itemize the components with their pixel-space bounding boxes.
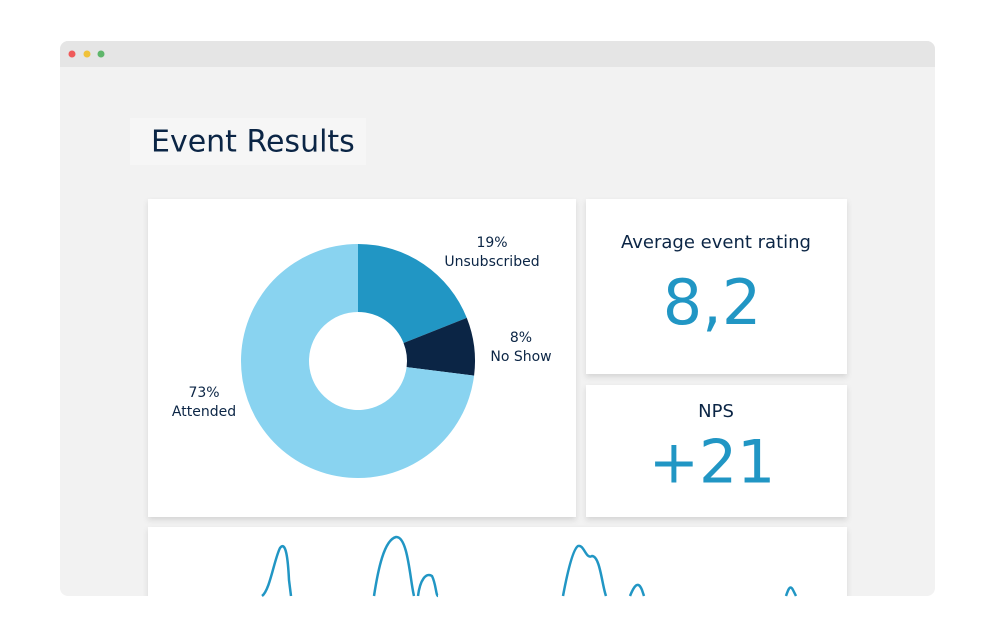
- segment-label: No Show: [490, 349, 551, 365]
- segment-label: Unsubscribed: [444, 254, 539, 270]
- value-label: 19%: [476, 235, 507, 251]
- card-label: NPS: [698, 401, 734, 422]
- card-value: 8,2: [663, 266, 762, 339]
- close-dot[interactable]: [68, 50, 76, 58]
- value-label: 73%: [188, 385, 219, 401]
- card-value: +21: [649, 428, 776, 498]
- donut-segment: [358, 244, 467, 343]
- donut-segment: [241, 244, 475, 479]
- donut-segment: [403, 317, 475, 376]
- page-bottom: [0, 596, 997, 631]
- title-box: [130, 118, 366, 165]
- segment-label: Attended: [172, 404, 236, 420]
- trend-card: [148, 527, 847, 607]
- minimize-dot[interactable]: [83, 50, 91, 58]
- trend-line: [261, 535, 798, 598]
- page-title: Event Results: [151, 125, 355, 160]
- card-label: Average event rating: [621, 232, 811, 253]
- donut-chart: 19% Unsubscribed 8% No Show 73% Attended: [172, 235, 552, 479]
- value-label: 8%: [510, 330, 532, 346]
- browser-bar: [60, 41, 935, 67]
- rating-card: [586, 199, 847, 374]
- nps-card: [586, 385, 847, 517]
- maximize-dot[interactable]: [97, 50, 105, 58]
